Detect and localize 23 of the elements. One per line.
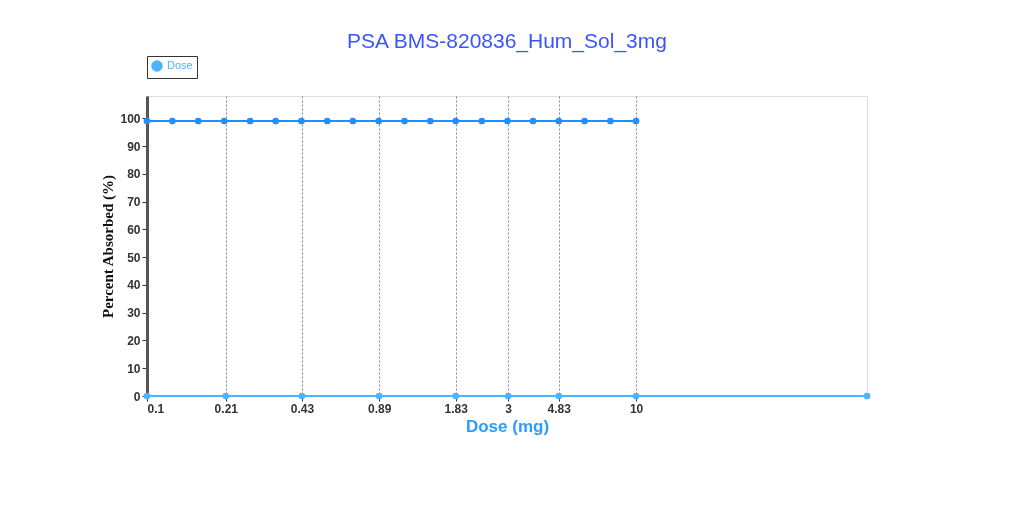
y-tick-label: 20 xyxy=(127,333,141,348)
y-tick-label: 40 xyxy=(127,278,141,293)
x-tick-label: 0.1 xyxy=(147,401,165,416)
y-tick-label: 90 xyxy=(127,139,141,154)
x-tick-label: 3 xyxy=(505,401,513,416)
y-tick-label: 80 xyxy=(127,167,141,182)
x-tick-label: 0.43 xyxy=(290,401,315,416)
x-tick-label: 10 xyxy=(629,401,644,416)
y-tick-label: 100 xyxy=(120,111,141,126)
y-tick-label: 0 xyxy=(133,389,141,404)
chart-title: PSA BMS-820836_Hum_Sol_3mg xyxy=(347,28,667,53)
x-tick-label: 0.21 xyxy=(214,401,239,416)
x-tick-label: 0.89 xyxy=(367,401,392,416)
y-tick-label: 30 xyxy=(127,306,141,321)
y-tick-label: 50 xyxy=(127,250,141,265)
x-tick-label: 1.83 xyxy=(444,401,469,416)
y-axis-title: Percent Absorbed (%) xyxy=(100,174,118,319)
x-tick-label: 4.83 xyxy=(547,401,572,416)
y-tick-label: 10 xyxy=(127,361,141,376)
y-tick-label: 70 xyxy=(127,195,141,210)
y-tick-label: 60 xyxy=(127,222,141,237)
x-axis-title: Dose (mg) xyxy=(465,416,550,436)
legend-label: Dose xyxy=(167,59,193,71)
